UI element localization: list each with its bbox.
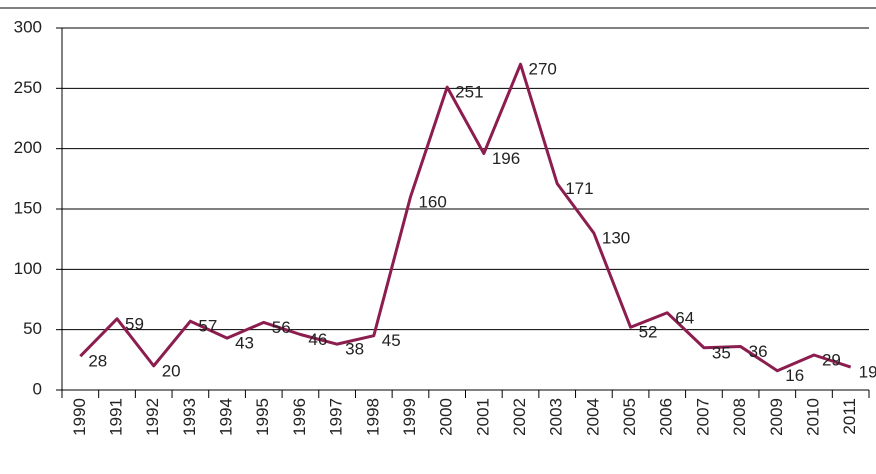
y-tick-label: 300 — [14, 17, 42, 36]
data-label: 43 — [235, 334, 254, 353]
x-tick-label: 2004 — [583, 398, 602, 436]
data-label: 36 — [749, 342, 768, 361]
data-label: 59 — [125, 314, 144, 333]
data-label: 16 — [785, 366, 804, 385]
data-line — [79, 62, 852, 373]
x-tick-label: 2009 — [767, 398, 786, 436]
data-label: 19 — [859, 363, 876, 382]
data-label: 251 — [455, 83, 483, 102]
data-label: 64 — [675, 308, 694, 327]
x-tick-label: 2002 — [510, 398, 529, 436]
data-label: 56 — [272, 318, 291, 337]
data-label: 130 — [602, 229, 630, 248]
x-tick-label: 1998 — [363, 398, 382, 436]
x-tick-label: 1995 — [253, 398, 272, 436]
x-tick-label: 1991 — [107, 398, 126, 436]
x-tick-label: 2005 — [620, 398, 639, 436]
x-tick-label: 1996 — [290, 398, 309, 436]
x-tick-label: 1992 — [143, 398, 162, 436]
x-tick-label: 1997 — [327, 398, 346, 436]
y-tick-label: 50 — [23, 319, 42, 338]
data-label: 270 — [529, 60, 557, 79]
data-label: 38 — [345, 340, 364, 359]
data-label: 45 — [382, 331, 401, 350]
x-tick-label: 2003 — [547, 398, 566, 436]
data-label: 160 — [418, 192, 446, 211]
x-tick-label: 1994 — [217, 398, 236, 436]
y-tick-label: 150 — [14, 198, 42, 217]
x-tick-label: 2000 — [437, 398, 456, 436]
x-tick-label: 2010 — [803, 398, 822, 436]
x-tick-label: 1999 — [400, 398, 419, 436]
y-tick-label: 100 — [14, 259, 42, 278]
data-label: 35 — [712, 343, 731, 362]
data-label: 46 — [308, 330, 327, 349]
data-label: 196 — [492, 149, 520, 168]
x-tick-label: 2007 — [693, 398, 712, 436]
x-tick-label: 2011 — [840, 398, 859, 435]
y-tick-label: 200 — [14, 138, 42, 157]
x-tick-label: 2001 — [473, 398, 492, 436]
data-label: 52 — [639, 323, 658, 342]
y-tick-label: 0 — [33, 379, 42, 398]
data-label: 171 — [565, 179, 593, 198]
x-tick-label: 2006 — [657, 398, 676, 436]
data-label: 20 — [162, 361, 181, 380]
y-tick-label: 250 — [14, 78, 42, 97]
x-tick-label: 2008 — [730, 398, 749, 436]
data-label: 29 — [822, 350, 841, 369]
x-tick-label: 1990 — [70, 398, 89, 436]
data-label: 57 — [198, 317, 217, 336]
x-tick-label: 1993 — [180, 398, 199, 436]
data-label: 28 — [88, 352, 107, 371]
